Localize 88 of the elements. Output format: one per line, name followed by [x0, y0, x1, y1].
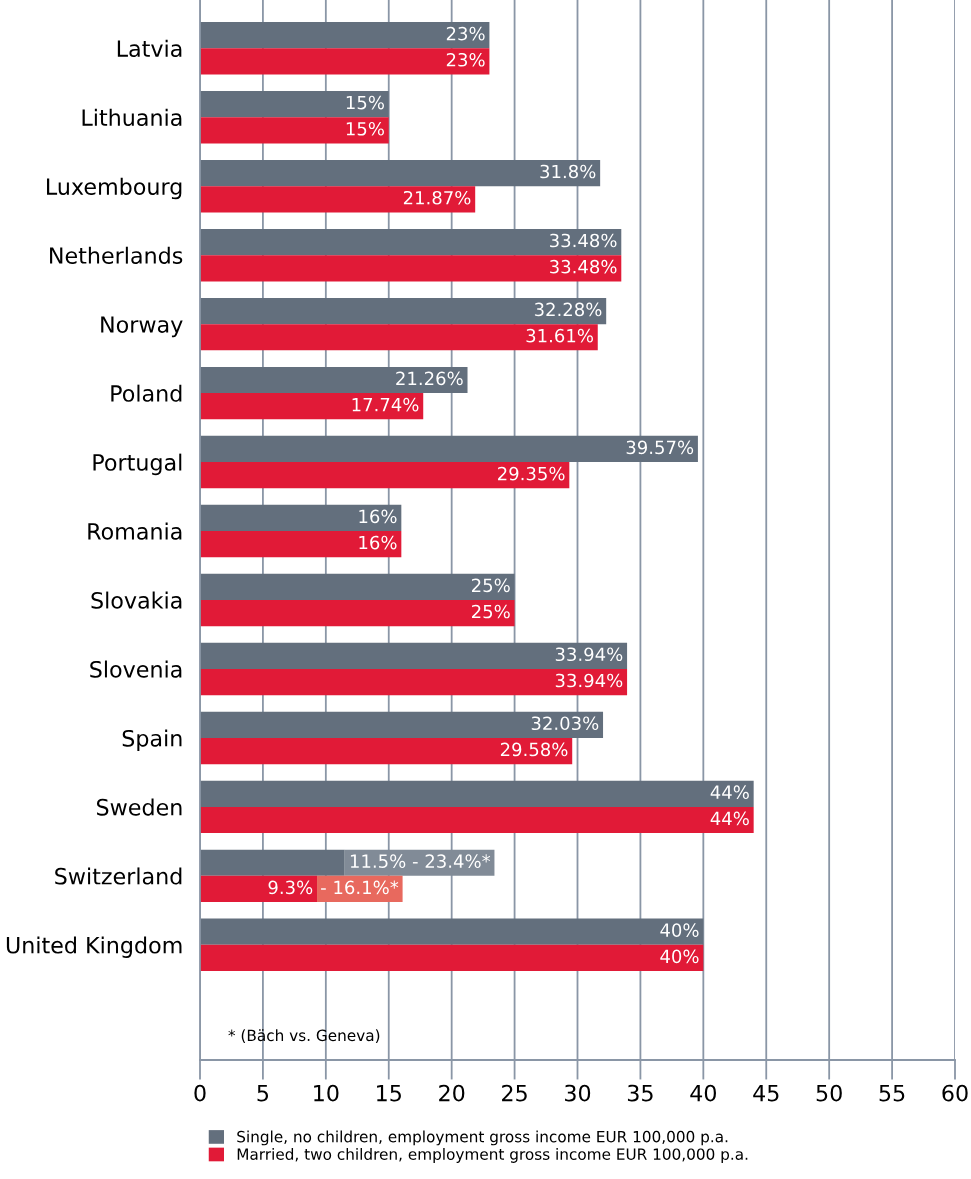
y-tick-label: Sweden	[96, 798, 182, 816]
y-tick-label: Switzerland	[55, 867, 182, 885]
data-label: 33.94%	[555, 673, 623, 688]
x-tick-label: 45	[753, 1084, 779, 1102]
y-tick-label: Poland	[111, 384, 182, 402]
x-tick-label: 30	[565, 1084, 591, 1102]
x-tick-label: 50	[816, 1084, 842, 1102]
bar	[200, 255, 622, 282]
x-tick-label: 10	[314, 1084, 339, 1102]
data-label: 33.94%	[555, 647, 623, 662]
x-tick-label: 0	[194, 1084, 206, 1102]
data-label: 21.26%	[396, 371, 463, 386]
legend-label: Single, no children, employment gross income EUR 100,000 p.a.	[237, 1130, 728, 1146]
y-tick-label: Portugal	[93, 453, 182, 476]
y-tick-label: Lithuania	[82, 108, 182, 126]
data-label: 29.58%	[500, 742, 568, 757]
bar	[200, 849, 345, 876]
bar	[200, 531, 402, 558]
data-label: 31.61%	[526, 328, 593, 343]
bar	[200, 48, 490, 75]
bar	[200, 600, 515, 627]
bar	[200, 324, 598, 351]
bar	[200, 297, 607, 325]
data-label: 44%	[710, 785, 749, 800]
bar	[200, 435, 698, 463]
y-tick-label: Slovenia	[90, 660, 182, 678]
y-tick-label: Netherlands	[50, 246, 183, 264]
data-label: 23%	[446, 26, 485, 41]
data-label: 32.03%	[531, 716, 599, 731]
bar	[200, 573, 515, 600]
bar	[200, 160, 601, 187]
x-tick-label: 55	[879, 1084, 905, 1102]
bar	[200, 642, 628, 669]
x-tick-label: 25	[502, 1084, 527, 1102]
bar	[200, 806, 754, 834]
data-label: 17.74%	[352, 397, 419, 412]
bar	[200, 737, 573, 765]
data-label: 32.28%	[534, 302, 602, 317]
x-tick-label: 40	[690, 1084, 716, 1102]
bar	[317, 875, 403, 903]
y-tick-label: Luxembourg	[47, 177, 182, 200]
bar	[200, 22, 490, 49]
data-label: 15%	[346, 121, 384, 136]
bar	[200, 668, 628, 696]
bar	[200, 944, 704, 972]
bar	[200, 393, 424, 420]
data-label: 44%	[710, 811, 749, 826]
x-tick-label: 35	[627, 1084, 653, 1102]
data-label: 33.48%	[550, 233, 617, 248]
data-label: 25%	[472, 604, 510, 619]
annotation: - 16.1%*	[321, 880, 399, 895]
bar	[200, 875, 318, 903]
data-label: 39.57%	[626, 440, 694, 455]
bar	[200, 918, 704, 945]
data-label: 31.8%	[540, 164, 596, 179]
data-label: 21.87%	[403, 190, 471, 205]
y-tick-label: Romania	[88, 522, 182, 540]
y-tick-label: Spain	[122, 729, 182, 751]
x-tick-label: 20	[439, 1084, 465, 1102]
bar	[200, 504, 402, 532]
bar	[200, 711, 604, 738]
data-label: 33.48%	[550, 259, 617, 274]
bar	[200, 186, 476, 213]
bar	[200, 366, 468, 394]
text: * (Bäch vs. Geneva)	[228, 1029, 380, 1043]
x-tick-label: 5	[257, 1084, 269, 1102]
data-label: 16%	[359, 509, 397, 524]
data-label: 23%	[446, 52, 485, 67]
data-label: 16%	[359, 535, 397, 550]
data-label: 15%	[346, 95, 384, 110]
x-tick-label: 15	[377, 1084, 401, 1102]
y-tick-label: Norway	[101, 316, 183, 338]
data-label: 40%	[660, 923, 699, 937]
data-label: 29.35%	[498, 466, 565, 481]
y-tick-label: United Kingdom	[6, 936, 182, 958]
x-tick-label: 60	[942, 1084, 968, 1102]
data-label: 40%	[660, 949, 699, 964]
bar	[200, 91, 389, 118]
legend-label: Married, two children, employment gross income EUR 100,000 p.a.	[237, 1148, 748, 1163]
bar	[200, 462, 570, 489]
data-label: 9.3%	[268, 880, 313, 895]
annotation: 11.5% - 23.4%*	[350, 854, 491, 868]
data-label: 25%	[472, 578, 510, 593]
bar	[200, 780, 754, 807]
y-tick-label: Slovakia	[91, 591, 182, 609]
bar	[200, 228, 622, 256]
bar	[200, 117, 389, 144]
y-tick-label: Latvia	[117, 39, 182, 58]
